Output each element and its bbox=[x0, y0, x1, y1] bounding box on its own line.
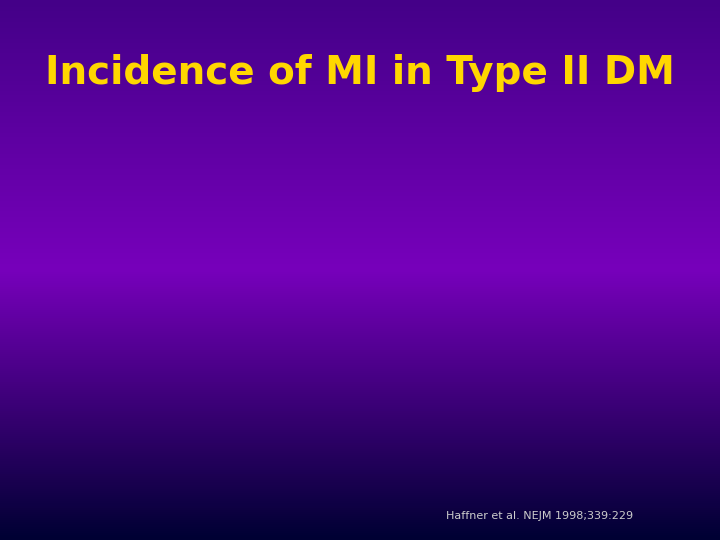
Text: 20: 20 bbox=[268, 319, 291, 337]
Bar bbox=[471, 97, 539, 475]
Bar bbox=[392, 328, 460, 475]
Text: 2.5: 2.5 bbox=[186, 456, 215, 474]
Text: Haffner et al. NEJM 1998;339:229: Haffner et al. NEJM 1998;339:229 bbox=[446, 511, 634, 521]
Legend: Non-DM, DM: Non-DM, DM bbox=[571, 239, 697, 296]
Text: 17.5: 17.5 bbox=[405, 340, 446, 358]
Text: 45: 45 bbox=[493, 109, 516, 127]
Text: 1373 non-DM
and 1059 Type
II DM
followed for 7
years: 1373 non-DM and 1059 Type II DM followed… bbox=[208, 127, 310, 206]
Bar bbox=[167, 454, 235, 475]
Text: Incidence of MI in Type II DM: Incidence of MI in Type II DM bbox=[45, 54, 675, 92]
Y-axis label: % of Patients experiencing
MI: % of Patients experiencing MI bbox=[41, 184, 73, 389]
Bar bbox=[246, 307, 313, 475]
